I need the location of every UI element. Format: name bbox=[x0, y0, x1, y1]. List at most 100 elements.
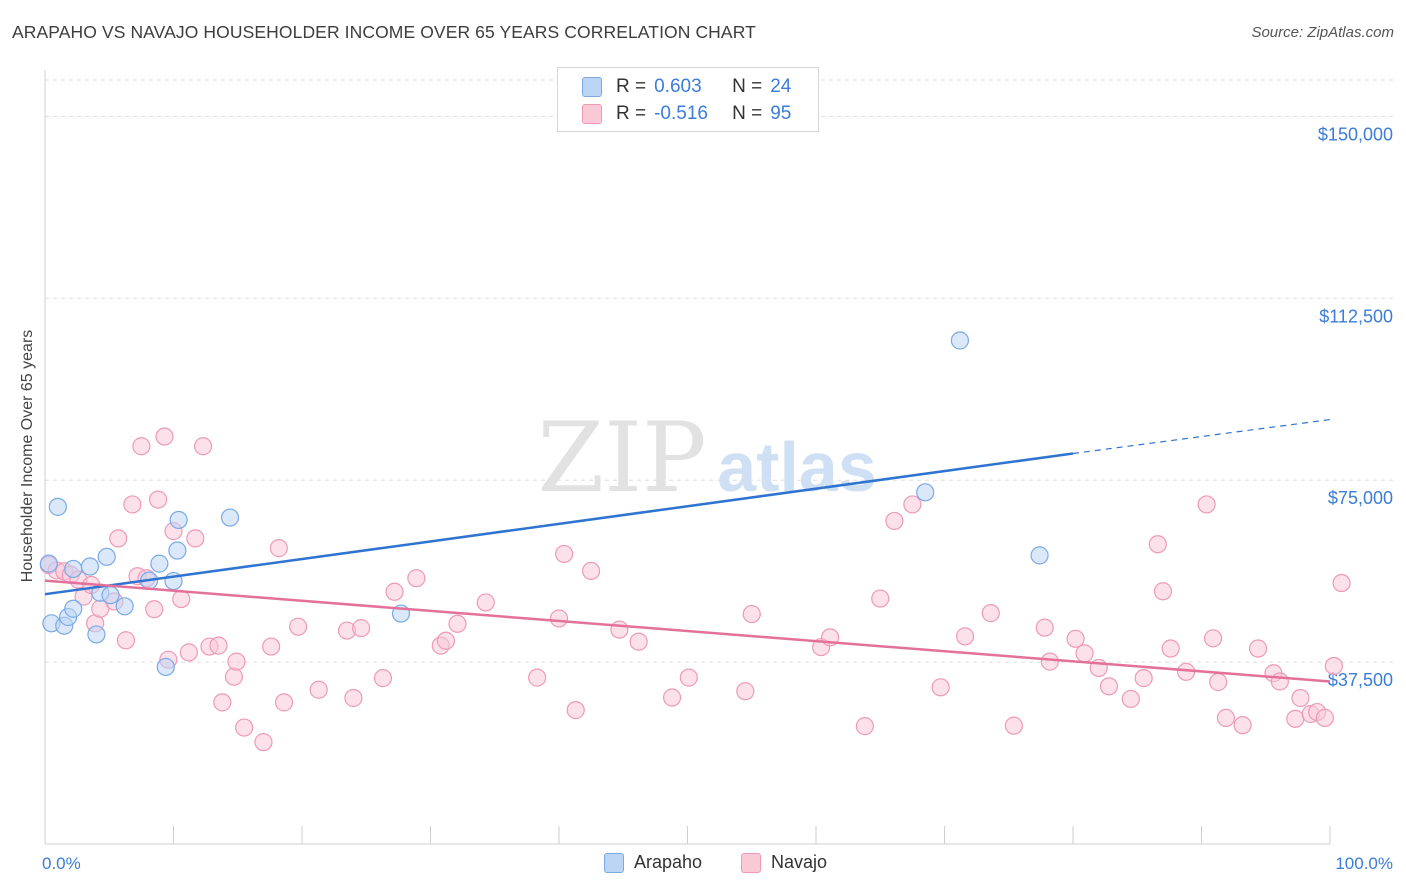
n-label: N = bbox=[732, 103, 763, 124]
navajo-point bbox=[981, 604, 1000, 623]
arapaho-point bbox=[916, 483, 935, 502]
arapaho-point bbox=[101, 586, 120, 605]
arapaho-point bbox=[80, 557, 100, 576]
r-label: R = bbox=[616, 76, 647, 97]
navajo-point bbox=[1099, 677, 1119, 696]
navajo-point bbox=[742, 604, 761, 624]
navajo-point bbox=[179, 643, 199, 662]
arapaho-swatch bbox=[582, 77, 602, 97]
navajo-point bbox=[116, 631, 136, 650]
navajo-point bbox=[885, 511, 904, 531]
arapaho-trend-line bbox=[44, 452, 1074, 596]
navajo-point bbox=[871, 589, 890, 608]
y-tick-label: $75,000 bbox=[1328, 488, 1393, 508]
navajo-point bbox=[528, 668, 547, 687]
navajo-point bbox=[213, 693, 232, 712]
navajo-point bbox=[555, 544, 574, 564]
navajo-legend-swatch bbox=[741, 852, 761, 873]
navajo-point bbox=[679, 668, 698, 687]
arapaho-legend-swatch bbox=[604, 852, 624, 873]
navajo-point bbox=[610, 620, 629, 639]
navajo-point bbox=[148, 490, 168, 509]
arapaho-point bbox=[87, 625, 106, 644]
navajo-point bbox=[436, 631, 456, 650]
arapaho-point bbox=[156, 657, 175, 677]
navajo-point bbox=[931, 678, 950, 697]
navajo-point bbox=[1248, 639, 1268, 658]
navajo-point bbox=[235, 718, 254, 737]
navajo-point bbox=[385, 582, 404, 601]
legend-item-navajo[interactable]: Navajo bbox=[741, 852, 827, 873]
navajo-point bbox=[1209, 672, 1228, 692]
navajo-point bbox=[736, 682, 755, 701]
navajo-point bbox=[227, 652, 246, 671]
arapaho-point bbox=[150, 554, 169, 573]
navajo-point bbox=[549, 609, 569, 628]
y-tick-labels: $37,500 $75,000 $112,500 $150,000 bbox=[1318, 124, 1393, 690]
navajo-point bbox=[476, 593, 495, 612]
navajo-point bbox=[209, 636, 228, 655]
arapaho-point bbox=[115, 597, 134, 616]
navajo-point bbox=[254, 733, 273, 752]
y-tick-label: $37,500 bbox=[1328, 670, 1393, 690]
navajo-point bbox=[1286, 709, 1305, 728]
navajo-point bbox=[262, 637, 281, 656]
axes bbox=[44, 70, 1331, 845]
navajo-point bbox=[269, 539, 288, 558]
navajo-point bbox=[132, 437, 151, 456]
navajo-point bbox=[1197, 495, 1216, 514]
arapaho-point bbox=[64, 599, 83, 618]
legend-row-arapaho: R = 0.603 N = 24 bbox=[582, 75, 791, 99]
navajo-point bbox=[566, 701, 585, 720]
navajo-point bbox=[172, 589, 191, 609]
arapaho-point bbox=[168, 541, 187, 560]
navajo-point bbox=[1324, 656, 1343, 676]
navajo-point bbox=[1035, 618, 1054, 637]
navajo-point bbox=[955, 627, 975, 646]
navajo-point bbox=[1040, 652, 1059, 671]
navajo-point bbox=[1148, 535, 1167, 554]
navajo-point bbox=[224, 667, 243, 686]
r-label: R = bbox=[616, 103, 647, 124]
arapaho-point bbox=[64, 559, 83, 579]
navajo-point bbox=[186, 529, 205, 548]
arapaho-point bbox=[169, 510, 188, 530]
n-label: N = bbox=[732, 76, 763, 97]
navajo-point bbox=[1332, 573, 1351, 593]
stats-legend: R = 0.603 N = 24 R = -0.516 N = 95 bbox=[557, 67, 819, 132]
navajo-point bbox=[1161, 639, 1180, 658]
navajo-point bbox=[155, 427, 174, 446]
navajo-point bbox=[1216, 708, 1236, 727]
y-tick-label: $150,000 bbox=[1318, 124, 1393, 144]
navajo-point bbox=[274, 693, 294, 712]
y-tick-label: $112,500 bbox=[1319, 306, 1393, 326]
navajo-point bbox=[1075, 644, 1094, 663]
arapaho-point bbox=[220, 508, 240, 527]
navajo-legend-label: Navajo bbox=[771, 852, 828, 872]
navajo-point bbox=[145, 600, 164, 619]
x-tick-label-min: 0.0% bbox=[42, 854, 81, 873]
arapaho-point bbox=[48, 497, 67, 516]
navajo-point bbox=[373, 669, 393, 688]
navajo-point bbox=[109, 529, 128, 548]
legend-item-arapaho[interactable]: Arapaho bbox=[604, 852, 702, 873]
navajo-point bbox=[1315, 708, 1334, 727]
navajo-point bbox=[582, 561, 601, 581]
arapaho-points bbox=[39, 331, 1049, 677]
arapaho-point bbox=[97, 547, 116, 566]
navajo-point bbox=[352, 619, 371, 638]
navajo-point bbox=[1233, 716, 1252, 735]
watermark-atlas: atlas bbox=[717, 428, 877, 506]
gridlines bbox=[45, 79, 1395, 663]
x-tick-label-max: 100.0% bbox=[1335, 854, 1393, 873]
navajo-r-value: -0.516 bbox=[654, 103, 708, 124]
navajo-point bbox=[193, 437, 213, 456]
navajo-point bbox=[123, 495, 142, 514]
arapaho-point bbox=[39, 554, 58, 573]
navajo-point bbox=[1291, 688, 1310, 708]
arapaho-point bbox=[950, 331, 970, 350]
arapaho-point bbox=[1030, 546, 1049, 565]
trend-lines bbox=[44, 418, 1331, 683]
arapaho-legend-label: Arapaho bbox=[634, 852, 703, 872]
